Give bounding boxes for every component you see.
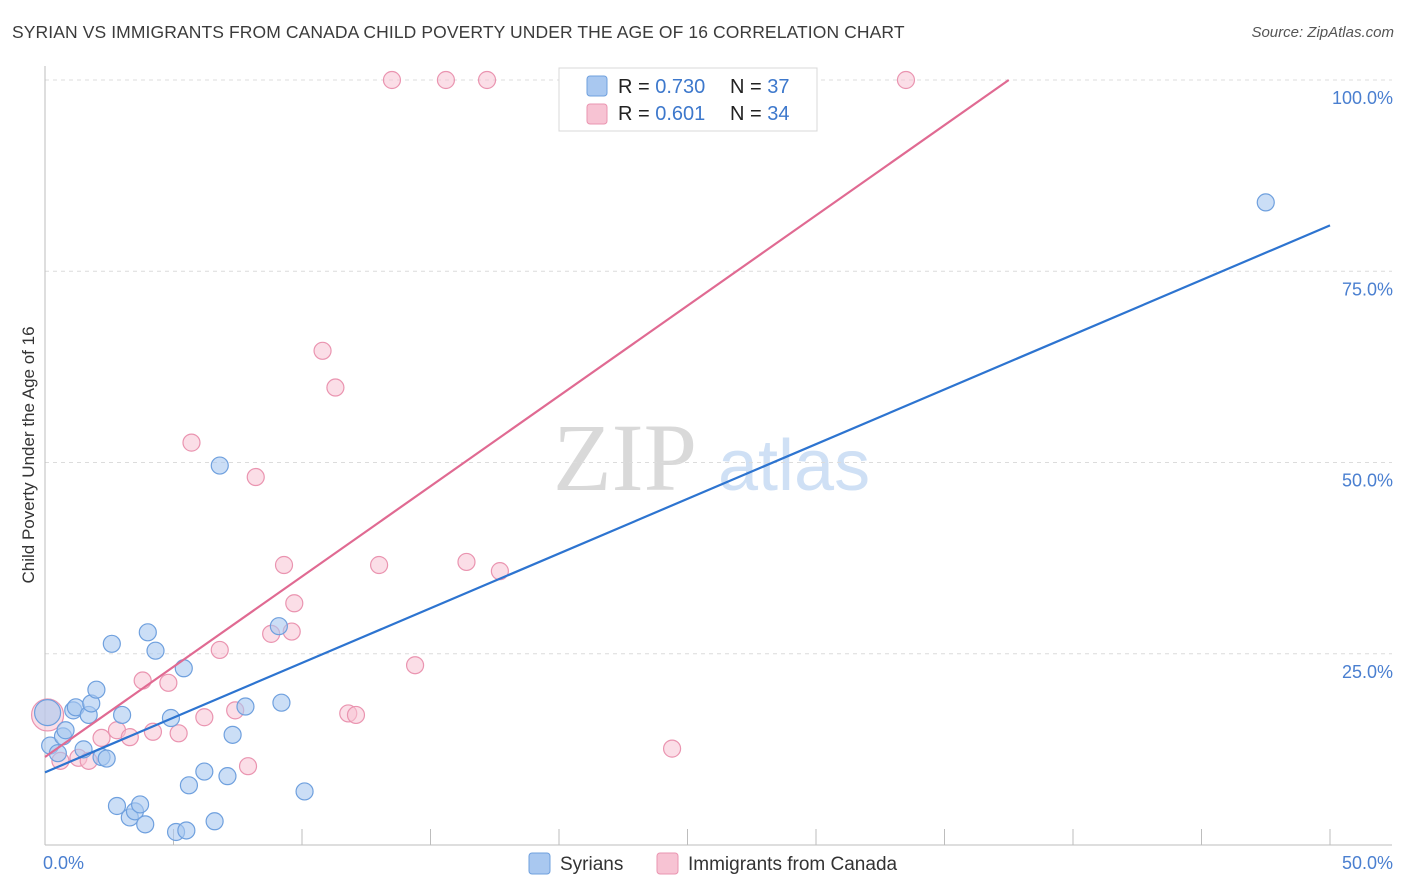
data-point-canada <box>436 70 456 90</box>
legend-r-value: 0.601 <box>655 103 705 125</box>
data-point-canada <box>238 757 258 776</box>
data-point-syrians <box>56 721 75 740</box>
data-point-syrians <box>177 821 196 840</box>
legend-r-label: R = <box>618 103 655 125</box>
data-point-syrians <box>236 697 255 716</box>
data-point-canada <box>662 739 682 758</box>
data-point-syrians <box>146 641 165 660</box>
data-point-syrians <box>130 795 150 814</box>
data-point-canada <box>896 70 916 90</box>
data-point-canada <box>405 656 425 675</box>
data-point-syrians <box>223 725 242 744</box>
legend-swatch-canada <box>586 103 608 125</box>
y-tick-label: 25.0% <box>1342 662 1393 682</box>
data-point-canada <box>313 341 332 360</box>
data-point-canada <box>326 378 345 397</box>
legend-n-value: 37 <box>767 76 789 98</box>
data-point-canada <box>92 728 111 748</box>
series-immigrants-from-canada <box>30 70 916 776</box>
x-tick-label: 50.0% <box>1342 853 1393 873</box>
data-point-syrians <box>205 812 224 831</box>
data-point-canada <box>370 555 389 575</box>
data-point-canada <box>274 555 294 575</box>
data-point-canada <box>285 594 304 613</box>
legend-n-label: N = <box>730 103 767 125</box>
data-point-canada <box>346 705 366 725</box>
data-point-canada <box>182 433 201 452</box>
data-point-canada <box>195 708 214 727</box>
legend-n-value: 34 <box>767 103 789 125</box>
chart-title: SYRIAN VS IMMIGRANTS FROM CANADA CHILD P… <box>12 22 905 42</box>
data-point-canada <box>133 671 152 690</box>
data-point-canada <box>477 70 497 90</box>
chart-source: Source: ZipAtlas.com <box>1251 24 1394 41</box>
legend-swatch-syrians <box>586 75 608 97</box>
data-point-syrians <box>138 623 157 642</box>
data-point-syrians <box>218 767 237 786</box>
svg-text:N = 37: N = 37 <box>730 76 790 98</box>
trendline-syrians <box>44 224 1331 774</box>
legend-r-value: 0.730 <box>655 76 705 98</box>
watermark: ZIP atlas <box>553 404 870 511</box>
legend-item-syrians-label: Syrians <box>560 854 623 875</box>
watermark-atlas: atlas <box>718 426 870 506</box>
svg-text:R = 0.601: R = 0.601 <box>618 103 705 125</box>
legend-item-syrians-swatch <box>528 852 551 875</box>
trendlines <box>44 79 1331 774</box>
correlation-legend: R = 0.730 N = 37 R = 0.601 N = 34 <box>558 67 818 132</box>
data-point-syrians <box>97 749 116 768</box>
x-axis-tick-labels: 0.0% 50.0% <box>43 853 1393 873</box>
data-point-syrians <box>195 762 214 781</box>
data-point-canada <box>246 467 265 487</box>
data-point-syrians <box>272 693 291 712</box>
data-point-syrians <box>295 782 314 801</box>
y-axis-title: Child Poverty Under the Age of 16 <box>19 326 38 583</box>
data-point-syrians <box>174 659 193 678</box>
legend-r-label: R = <box>618 76 655 98</box>
y-tick-label: 100.0% <box>1332 88 1393 108</box>
svg-text:R = 0.730: R = 0.730 <box>618 76 705 98</box>
series-syrians <box>33 193 1275 842</box>
data-point-canada <box>210 640 229 660</box>
data-point-syrians <box>179 776 199 795</box>
y-axis-tick-labels: 25.0% 50.0% 75.0% 100.0% <box>1332 88 1393 682</box>
legend-n-label: N = <box>730 76 767 98</box>
data-point-syrians <box>136 815 155 834</box>
data-point-canada <box>159 673 178 692</box>
svg-text:N = 34: N = 34 <box>730 103 790 125</box>
gridlines <box>45 79 1392 655</box>
watermark-zip: ZIP <box>553 404 697 511</box>
series-legend: Syrians Immigrants from Canada <box>528 852 898 875</box>
data-point-syrians <box>1256 193 1275 212</box>
data-point-syrians <box>269 617 288 636</box>
x-axis-ticks <box>44 829 1331 845</box>
data-point-syrians <box>102 634 121 653</box>
data-point-syrians <box>87 680 106 699</box>
legend-item-canada-swatch <box>656 852 679 875</box>
trendline-canada <box>44 79 1010 758</box>
legend-item-canada-label: Immigrants from Canada <box>688 854 898 875</box>
data-point-syrians <box>33 699 62 727</box>
x-tick-label: 0.0% <box>43 853 84 873</box>
data-point-canada <box>169 724 188 743</box>
y-tick-label: 50.0% <box>1342 471 1393 491</box>
data-point-canada <box>457 552 476 572</box>
data-point-syrians <box>210 456 229 475</box>
data-point-canada <box>382 70 402 90</box>
data-point-syrians <box>107 796 127 816</box>
y-tick-label: 75.0% <box>1342 279 1393 299</box>
data-point-syrians <box>112 705 132 725</box>
